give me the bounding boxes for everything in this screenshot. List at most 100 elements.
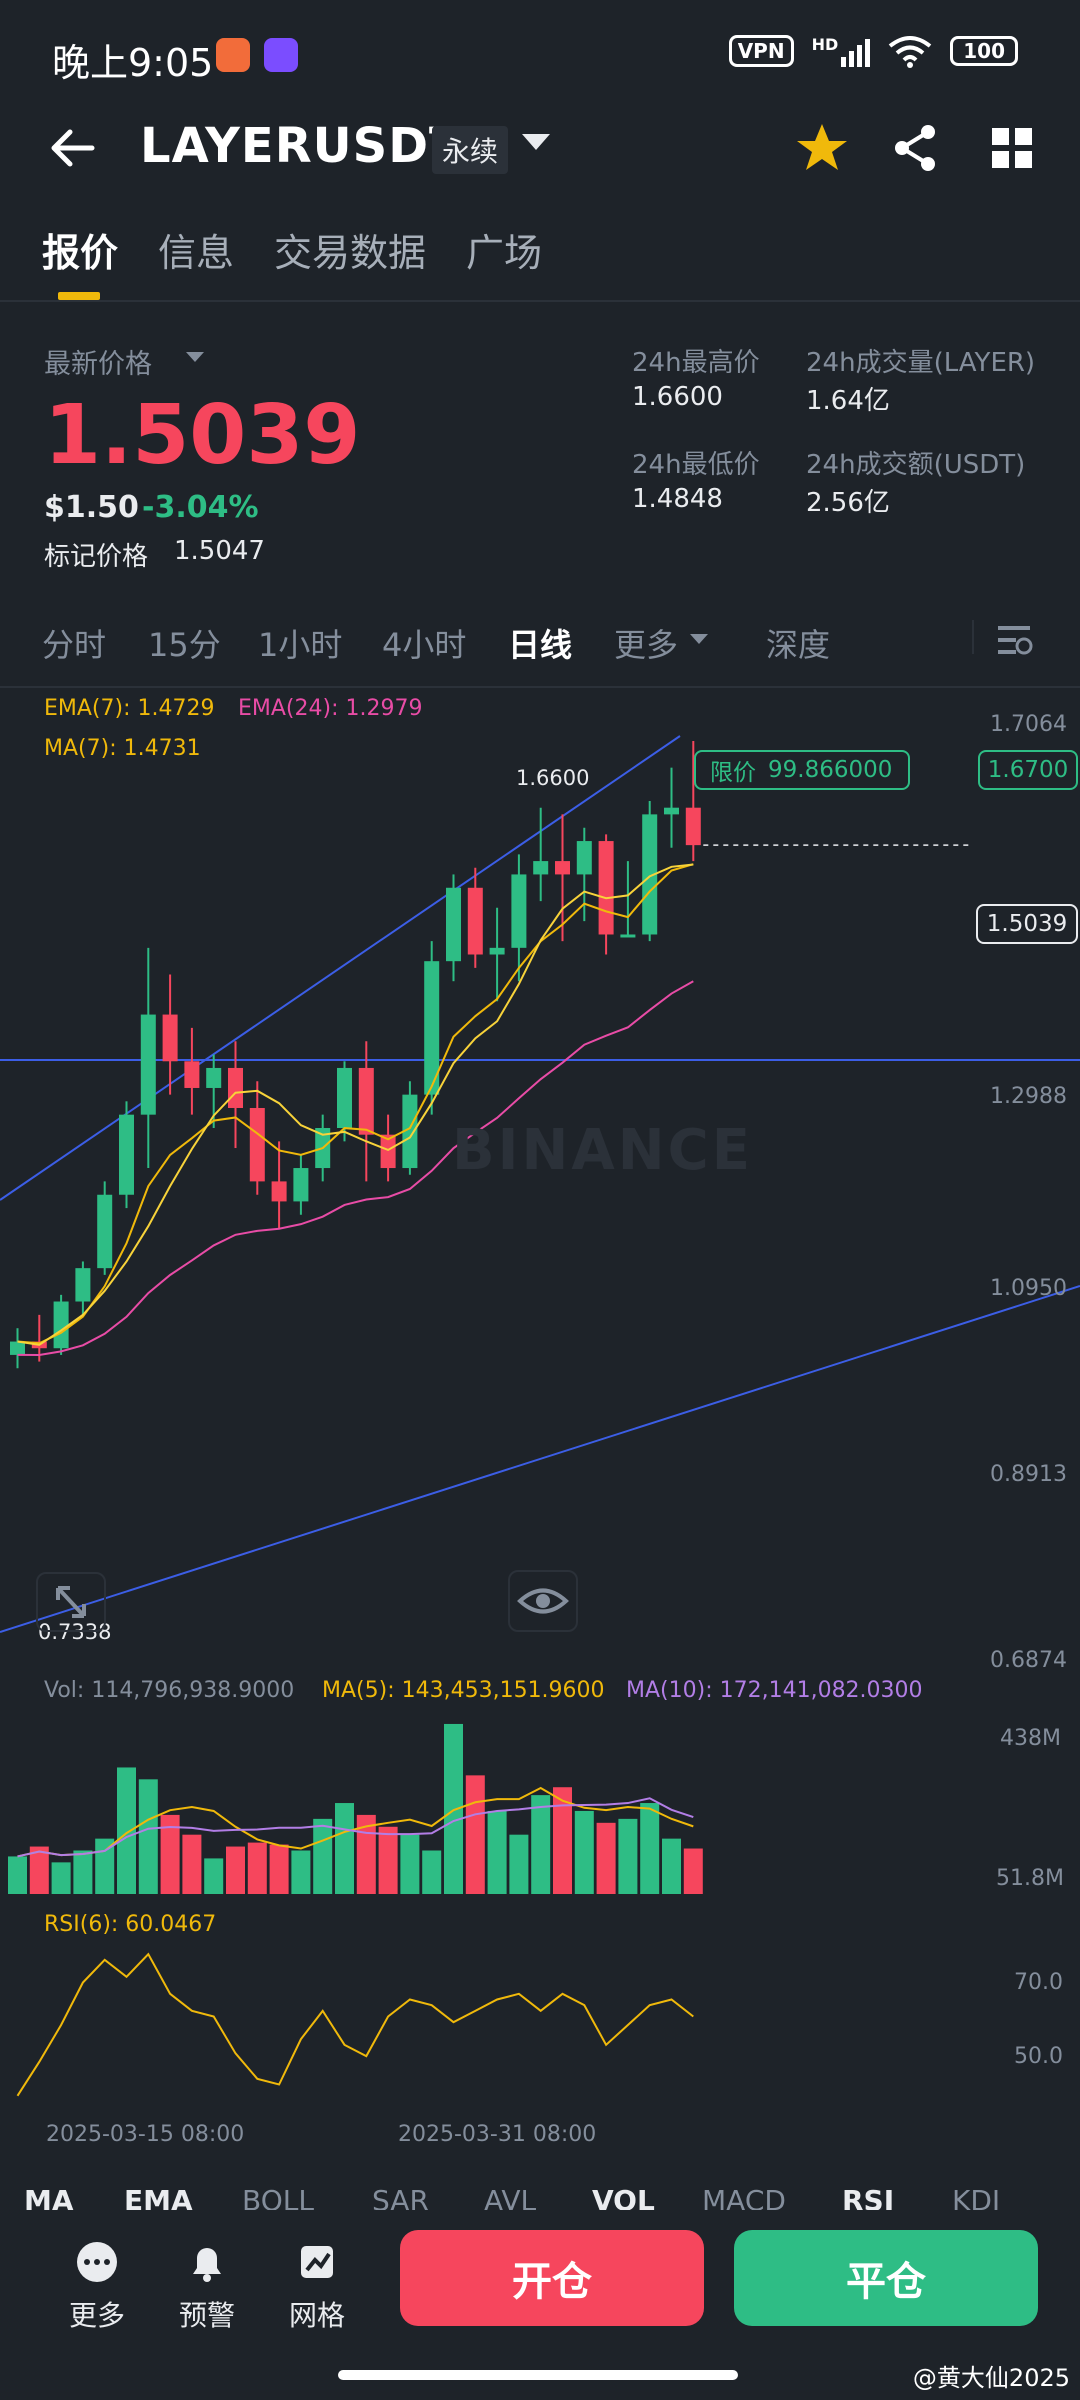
rsi-label: RSI(6): 60.0467 [44,1912,217,1937]
kline-chart-svg[interactable] [0,512,1080,2160]
contract-type-badge: 永续 [432,126,509,174]
tf-1h[interactable]: 1小时 [258,626,343,664]
turnover-24h-label: 24h成交额(USDT) [806,450,1026,480]
tab-info[interactable]: 信息 [158,231,235,275]
tf-more-dropdown-icon[interactable] [690,634,708,644]
upper-trend-line [0,735,681,1201]
volume-bar [596,1822,616,1894]
share-icon[interactable] [888,120,944,176]
volume-24h-label: 24h成交量(LAYER) [806,348,1036,378]
chart-settings-icon[interactable] [994,622,1034,658]
grid-button[interactable]: 网格 [282,2240,352,2334]
vpn-icon: VPN [728,35,794,67]
candle-body [53,1301,69,1349]
volume-bar [640,1803,660,1894]
grid-bot-icon [301,2246,333,2278]
volume-bar [487,1810,507,1894]
candle-body [664,807,679,815]
wifi-icon [889,36,932,68]
divider [0,686,1080,688]
ema7-line [17,863,694,1345]
status-bar: 晚上9:05 VPN HD 100 [0,0,1080,110]
candle-body [162,1014,178,1062]
app-notification-icon-2 [264,38,298,72]
hd-label: HD [811,35,839,54]
divider [0,300,1080,302]
eye-visibility-icon[interactable] [508,1570,578,1632]
back-arrow-icon[interactable] [44,118,104,178]
volume-bar [465,1775,485,1894]
y-tick: 1.2988 [990,1084,1067,1109]
candle-body [293,1168,309,1202]
volume-bar [378,1826,398,1894]
volume-ma10-label: MA(10): 172,141,082.0300 [626,1678,923,1703]
volume-bar [662,1838,681,1894]
volume-bar [335,1803,354,1894]
open-position-button[interactable]: 开仓 [400,2230,704,2326]
home-indicator [338,2370,738,2380]
volume-bar [29,1846,49,1894]
candle-body [489,947,505,955]
more-button[interactable]: 更多 [62,2240,132,2334]
y-tick-bottom: 0.6874 [990,1648,1067,1673]
volume-bar [531,1795,551,1894]
tf-daily[interactable]: 日线 [508,626,573,664]
usd-price: $1.50 [44,490,139,525]
symbol-title[interactable]: LAYERUSDT [140,118,463,174]
mark-price-value: 1.5047 [174,536,265,566]
main-tabs: 报价 信息 交易数据 广场 [42,222,542,277]
price-type-dropdown-icon[interactable] [186,352,204,362]
layout-grid-icon[interactable] [984,120,1040,176]
grid-label: 网格 [288,2299,345,2332]
y-tick: 0.8913 [990,1462,1067,1487]
tf-15m[interactable]: 15分 [148,626,221,664]
signal-icon: HD [812,35,871,67]
volume-bar [313,1818,333,1894]
more-label: 更多 [68,2299,125,2332]
fullscreen-expand-icon[interactable] [36,1572,106,1632]
volume-bar [117,1767,136,1894]
candle-body [380,1134,396,1169]
close-position-button[interactable]: 平仓 [734,2230,1038,2326]
favorite-star-icon[interactable] [794,120,850,176]
volume-bar [574,1810,594,1894]
ma7-line [17,863,694,1346]
candle-body [402,1094,418,1169]
date-label: 2025-03-15 08:00 [46,2122,245,2147]
status-time: 晚上9:05 [52,41,214,85]
symbol-dropdown-icon[interactable] [522,134,550,150]
tf-time[interactable]: 分时 [42,626,107,664]
tf-depth[interactable]: 深度 [766,626,831,664]
candle-body [511,874,527,948]
candle-body [271,1181,287,1202]
tab-trading-data[interactable]: 交易数据 [274,231,427,275]
y-tick-top: 1.7064 [990,712,1067,737]
candle-body [598,841,614,935]
tf-4h[interactable]: 4小时 [382,626,467,664]
latest-price-label[interactable]: 最新价格 [44,349,152,380]
battery-icon: 100 [950,36,1018,66]
alert-button[interactable]: 预警 [172,2240,242,2334]
volume-bar [553,1787,572,1894]
volume-bar [618,1818,638,1894]
active-tab-indicator [58,292,100,300]
alert-label: 预警 [178,2299,235,2332]
candle-body [555,861,570,875]
kline-chart[interactable] [0,512,1080,2160]
high-marker: 1.6600 [516,766,590,790]
current-price-tag: 1.5039 [976,904,1078,944]
lower-trend-line [0,1285,1080,1633]
status-icons: VPN HD 100 [728,34,1018,68]
candle-body [97,1194,113,1269]
volume-bar [291,1850,311,1894]
tab-quote[interactable]: 报价 [42,231,119,275]
candle-body [184,1061,200,1088]
mark-price-label: 标记价格 [44,542,149,572]
tab-square[interactable]: 广场 [466,231,543,275]
candle-body [206,1067,222,1088]
tf-more[interactable]: 更多 [614,626,679,664]
candle-body [642,814,658,935]
tf-divider [972,620,974,654]
volume-bar [204,1858,224,1894]
limit-order-line-badge[interactable]: 限价 99.866000 [694,750,910,790]
